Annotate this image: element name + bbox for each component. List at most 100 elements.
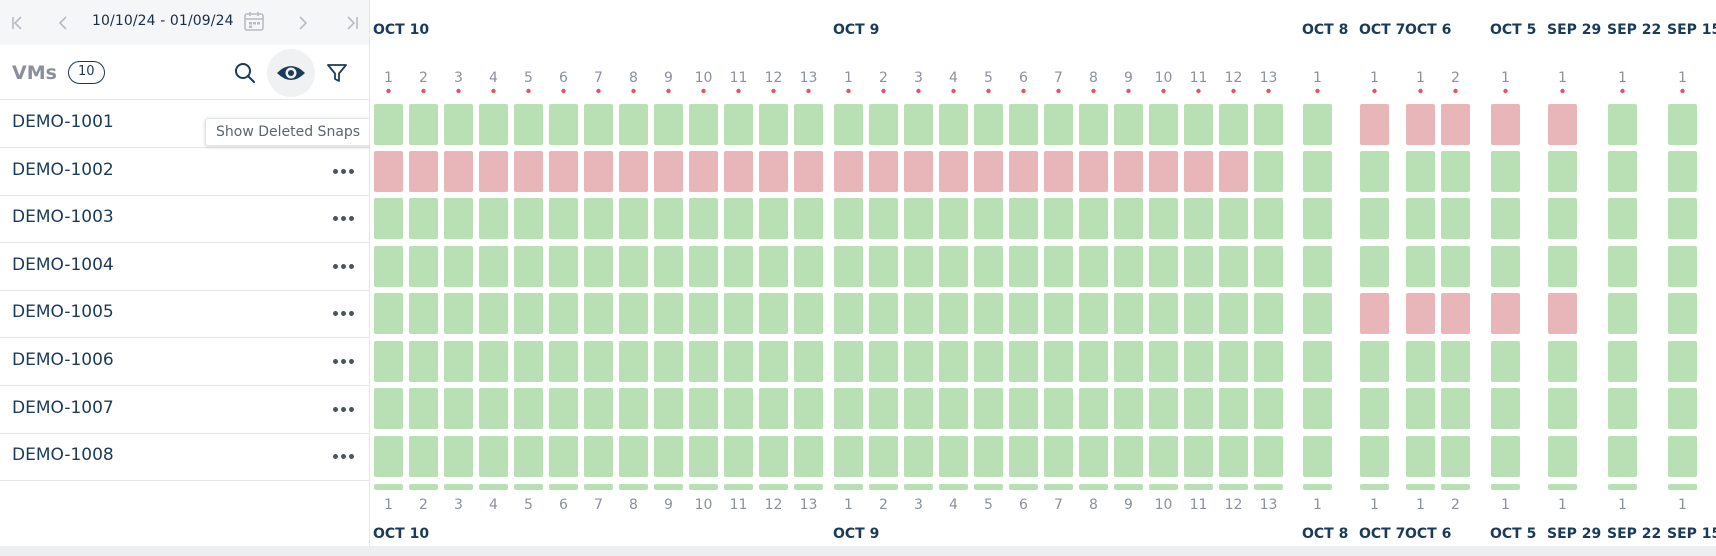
snapshot-cell-success[interactable] (759, 341, 788, 382)
snapshot-cell-failed[interactable] (1491, 104, 1520, 145)
snapshot-cell-success[interactable] (444, 341, 473, 382)
snapshot-cell-success[interactable] (759, 104, 788, 145)
snapshot-cell-success[interactable] (1441, 484, 1470, 490)
snapshot-cell-success[interactable] (479, 104, 508, 145)
date-range-text[interactable]: 10/10/24 - 01/09/24 (92, 13, 234, 29)
snapshot-cell-success[interactable] (1303, 151, 1332, 192)
snapshot-cell-failed[interactable] (1406, 293, 1435, 334)
snapshot-cell-success[interactable] (869, 436, 898, 477)
snapshot-cell-success[interactable] (1303, 388, 1332, 429)
snapshot-cell-failed[interactable] (1009, 151, 1038, 192)
snapshot-cell-success[interactable] (689, 388, 718, 429)
snapshot-cell-success[interactable] (1668, 341, 1697, 382)
more-options-icon[interactable] (330, 160, 356, 182)
snapshot-cell-success[interactable] (1114, 436, 1143, 477)
snapshot-cell-success[interactable] (869, 484, 898, 490)
snapshot-cell-success[interactable] (1303, 484, 1332, 490)
snapshot-cell-success[interactable] (584, 436, 613, 477)
snapshot-cell-success[interactable] (1491, 484, 1520, 490)
snapshot-cell-success[interactable] (1548, 198, 1577, 239)
snapshot-cell-success[interactable] (1360, 341, 1389, 382)
more-options-icon[interactable] (330, 207, 356, 229)
snapshot-cell-success[interactable] (794, 246, 823, 287)
snapshot-cell-failed[interactable] (759, 151, 788, 192)
snapshot-cell-success[interactable] (1668, 484, 1697, 490)
snapshot-cell-success[interactable] (1360, 484, 1389, 490)
snapshot-cell-success[interactable] (479, 198, 508, 239)
snapshot-cell-success[interactable] (1184, 104, 1213, 145)
snapshot-cell-success[interactable] (1548, 436, 1577, 477)
snapshot-cell-success[interactable] (1149, 484, 1178, 490)
snapshot-cell-success[interactable] (1079, 246, 1108, 287)
snapshot-cell-success[interactable] (939, 388, 968, 429)
snapshot-cell-success[interactable] (1114, 104, 1143, 145)
snapshot-cell-success[interactable] (834, 484, 863, 490)
vm-row[interactable]: DEMO-1005 (0, 290, 369, 339)
snapshot-cell-success[interactable] (409, 198, 438, 239)
snapshot-cell-success[interactable] (1303, 246, 1332, 287)
snapshot-cell-failed[interactable] (1079, 151, 1108, 192)
vm-row[interactable]: DEMO-1002 (0, 148, 369, 196)
more-options-icon[interactable] (330, 302, 356, 324)
snapshot-cell-success[interactable] (409, 341, 438, 382)
snapshot-cell-success[interactable] (1044, 341, 1073, 382)
snapshot-cell-failed[interactable] (444, 151, 473, 192)
snapshot-cell-success[interactable] (1149, 293, 1178, 334)
snapshot-cell-success[interactable] (584, 484, 613, 490)
snapshot-cell-success[interactable] (479, 484, 508, 490)
snapshot-cell-success[interactable] (549, 436, 578, 477)
snapshot-cell-success[interactable] (904, 484, 933, 490)
snapshot-cell-success[interactable] (444, 104, 473, 145)
snapshot-cell-success[interactable] (974, 198, 1003, 239)
snapshot-cell-success[interactable] (1044, 484, 1073, 490)
snapshot-cell-success[interactable] (1009, 388, 1038, 429)
snapshot-cell-success[interactable] (759, 293, 788, 334)
snapshot-cell-success[interactable] (1254, 388, 1283, 429)
snapshot-cell-success[interactable] (974, 293, 1003, 334)
snapshot-cell-success[interactable] (834, 293, 863, 334)
snapshot-cell-success[interactable] (1548, 246, 1577, 287)
snapshot-cell-success[interactable] (974, 388, 1003, 429)
snapshot-cell-success[interactable] (1441, 388, 1470, 429)
snapshot-cell-success[interactable] (689, 246, 718, 287)
snapshot-cell-success[interactable] (584, 388, 613, 429)
snapshot-cell-success[interactable] (619, 293, 648, 334)
snapshot-cell-success[interactable] (1079, 293, 1108, 334)
snapshot-cell-success[interactable] (1441, 198, 1470, 239)
snapshot-cell-success[interactable] (904, 246, 933, 287)
snapshot-cell-success[interactable] (1009, 436, 1038, 477)
snapshot-cell-failed[interactable] (939, 151, 968, 192)
snapshot-cell-success[interactable] (1149, 104, 1178, 145)
snapshot-cell-success[interactable] (1491, 246, 1520, 287)
snapshot-cell-success[interactable] (759, 388, 788, 429)
snapshot-cell-success[interactable] (1406, 198, 1435, 239)
more-options-icon[interactable] (330, 350, 356, 372)
snapshot-cell-failed[interactable] (1360, 293, 1389, 334)
more-options-icon[interactable] (330, 255, 356, 277)
snapshot-cell-success[interactable] (1149, 388, 1178, 429)
snapshot-cell-success[interactable] (549, 293, 578, 334)
snapshot-cell-success[interactable] (1360, 246, 1389, 287)
snapshot-cell-success[interactable] (514, 484, 543, 490)
snapshot-cell-success[interactable] (549, 198, 578, 239)
snapshot-cell-success[interactable] (1044, 104, 1073, 145)
snapshot-cell-success[interactable] (654, 293, 683, 334)
snapshot-cell-success[interactable] (974, 104, 1003, 145)
snapshot-cell-success[interactable] (1608, 104, 1637, 145)
vm-row[interactable]: DEMO-1001 (0, 100, 369, 148)
snapshot-cell-success[interactable] (1491, 436, 1520, 477)
snapshot-cell-success[interactable] (1219, 246, 1248, 287)
snapshot-cell-success[interactable] (1114, 198, 1143, 239)
snapshot-cell-failed[interactable] (1491, 293, 1520, 334)
snapshot-cell-success[interactable] (794, 104, 823, 145)
snapshot-cell-success[interactable] (724, 484, 753, 490)
vm-row[interactable]: DEMO-1006 (0, 338, 369, 386)
snapshot-cell-failed[interactable] (1184, 151, 1213, 192)
snapshot-cell-success[interactable] (1406, 484, 1435, 490)
snapshot-cell-success[interactable] (724, 388, 753, 429)
snapshot-cell-success[interactable] (834, 246, 863, 287)
snapshot-cell-success[interactable] (1184, 436, 1213, 477)
snapshot-cell-success[interactable] (834, 198, 863, 239)
snapshot-cell-failed[interactable] (654, 151, 683, 192)
snapshot-cell-success[interactable] (904, 436, 933, 477)
